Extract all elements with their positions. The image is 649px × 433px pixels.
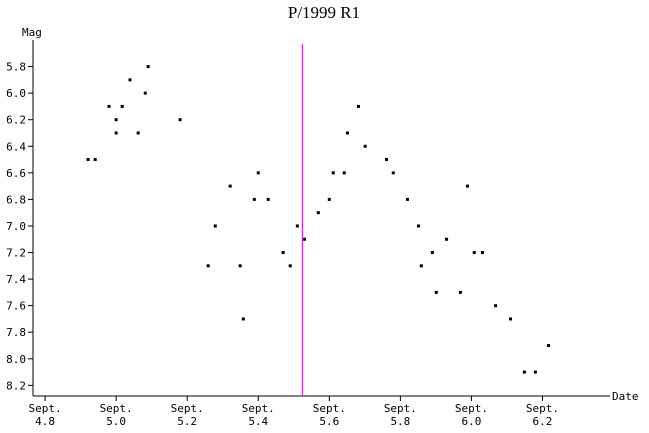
point — [430, 251, 434, 255]
point — [385, 158, 389, 162]
point — [547, 344, 551, 348]
point — [295, 224, 299, 228]
chart-title: P/1999 R1 — [288, 3, 360, 22]
point — [494, 304, 498, 308]
point — [93, 158, 97, 162]
point — [256, 171, 260, 175]
point — [136, 131, 140, 135]
y-tick-label: 6.8 — [6, 193, 26, 206]
y-tick-label: 7.6 — [6, 300, 26, 313]
x-tick-label: Sept. 6.0 — [455, 402, 488, 428]
x-tick-label: Sept. 5.8 — [384, 402, 417, 428]
x-tick-label: Sept. 5.2 — [171, 402, 204, 428]
point — [238, 264, 242, 268]
point — [241, 317, 245, 321]
point — [143, 91, 147, 95]
point — [252, 197, 256, 201]
y-tick-label: 7.0 — [6, 220, 26, 233]
x-axis-label: Date — [612, 390, 639, 403]
y-tick-label: 8.0 — [6, 353, 26, 366]
point — [356, 104, 360, 108]
point — [458, 290, 462, 294]
y-axis-label: Mag — [22, 26, 42, 39]
point — [480, 251, 484, 255]
x-tick-label: Sept. 5.6 — [313, 402, 346, 428]
y-tick-label: 8.2 — [6, 379, 26, 392]
point — [445, 237, 449, 241]
y-tick-label: 6.2 — [6, 114, 26, 127]
point — [266, 197, 270, 201]
x-tick-label: Sept. 5.0 — [100, 402, 133, 428]
x-tick-label: Sept. 6.2 — [526, 402, 559, 428]
point — [363, 144, 367, 148]
point — [405, 197, 409, 201]
point — [434, 290, 438, 294]
point — [419, 264, 423, 268]
point — [472, 251, 476, 255]
y-tick-label: 6.4 — [6, 140, 26, 153]
point — [213, 224, 217, 228]
y-tick-label: 6.0 — [6, 87, 26, 100]
point — [509, 317, 513, 321]
point — [120, 104, 124, 108]
point — [327, 197, 331, 201]
point — [107, 104, 111, 108]
y-tick-label: 7.4 — [6, 273, 26, 286]
point — [533, 370, 537, 374]
point — [128, 78, 132, 82]
y-tick-label: 5.8 — [6, 61, 26, 74]
x-tick-label: Sept. 4.8 — [29, 402, 62, 428]
point — [288, 264, 292, 268]
point — [86, 158, 90, 162]
point — [178, 118, 182, 122]
x-tick-label: Sept. 5.4 — [242, 402, 275, 428]
point — [302, 237, 306, 241]
point — [228, 184, 232, 188]
point — [146, 65, 150, 69]
point — [206, 264, 210, 268]
point — [522, 370, 526, 374]
y-tick-label: 7.2 — [6, 247, 26, 260]
y-tick-label: 6.6 — [6, 167, 26, 180]
point — [345, 131, 349, 135]
point — [114, 118, 118, 122]
y-tick-label: 7.8 — [6, 326, 26, 339]
point — [331, 171, 335, 175]
point — [416, 224, 420, 228]
point — [281, 251, 285, 255]
point — [466, 184, 470, 188]
point — [114, 131, 118, 135]
point — [391, 171, 395, 175]
point — [316, 211, 320, 215]
point — [342, 171, 346, 175]
